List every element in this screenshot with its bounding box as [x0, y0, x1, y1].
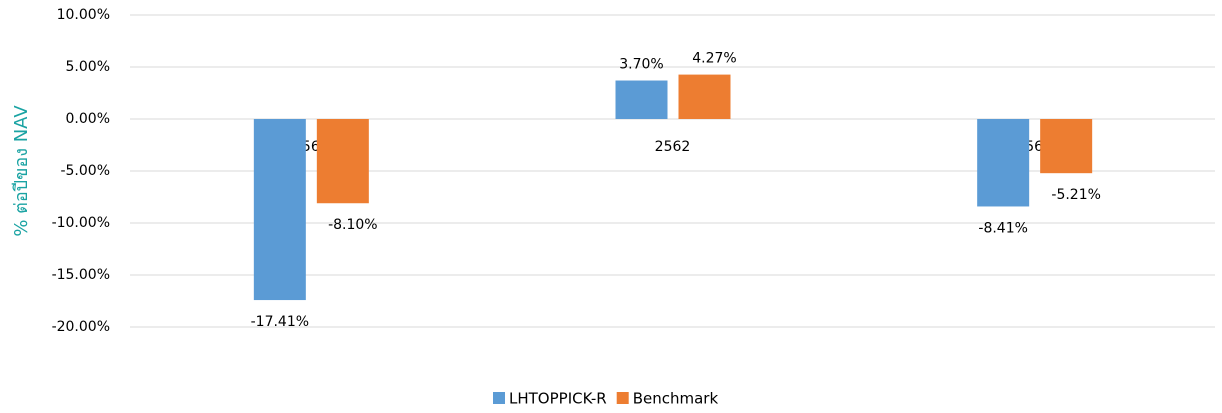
data-label: -8.41% [978, 220, 1028, 236]
data-label: -5.21% [1051, 187, 1101, 203]
data-label: 3.70% [619, 57, 663, 73]
legend-label: Benchmark [633, 390, 719, 408]
y-tick-label: -10.00% [52, 215, 110, 231]
bar [316, 119, 369, 204]
legend-swatch [616, 392, 629, 404]
bar [615, 80, 668, 119]
x-tick-label: 2562 [655, 139, 691, 155]
y-axis-label: % ต่อปีของ NAV [11, 105, 32, 237]
data-label: -17.41% [251, 314, 309, 330]
y-tick-label: 10.00% [57, 7, 110, 23]
y-tick-label: 0.00% [66, 111, 110, 127]
bar [977, 119, 1030, 207]
bar [253, 119, 306, 301]
y-tick-label: 5.00% [66, 59, 110, 75]
bar [678, 74, 731, 119]
data-label: 4.27% [692, 51, 736, 67]
legend-swatch [493, 392, 505, 404]
bar [1040, 119, 1093, 174]
legend-label: LHTOPPICK-R [509, 390, 607, 408]
y-tick-label: -15.00% [52, 267, 110, 283]
data-label: -8.10% [328, 217, 378, 233]
y-tick-label: -5.00% [60, 163, 110, 179]
y-tick-label: -20.00% [52, 319, 110, 335]
